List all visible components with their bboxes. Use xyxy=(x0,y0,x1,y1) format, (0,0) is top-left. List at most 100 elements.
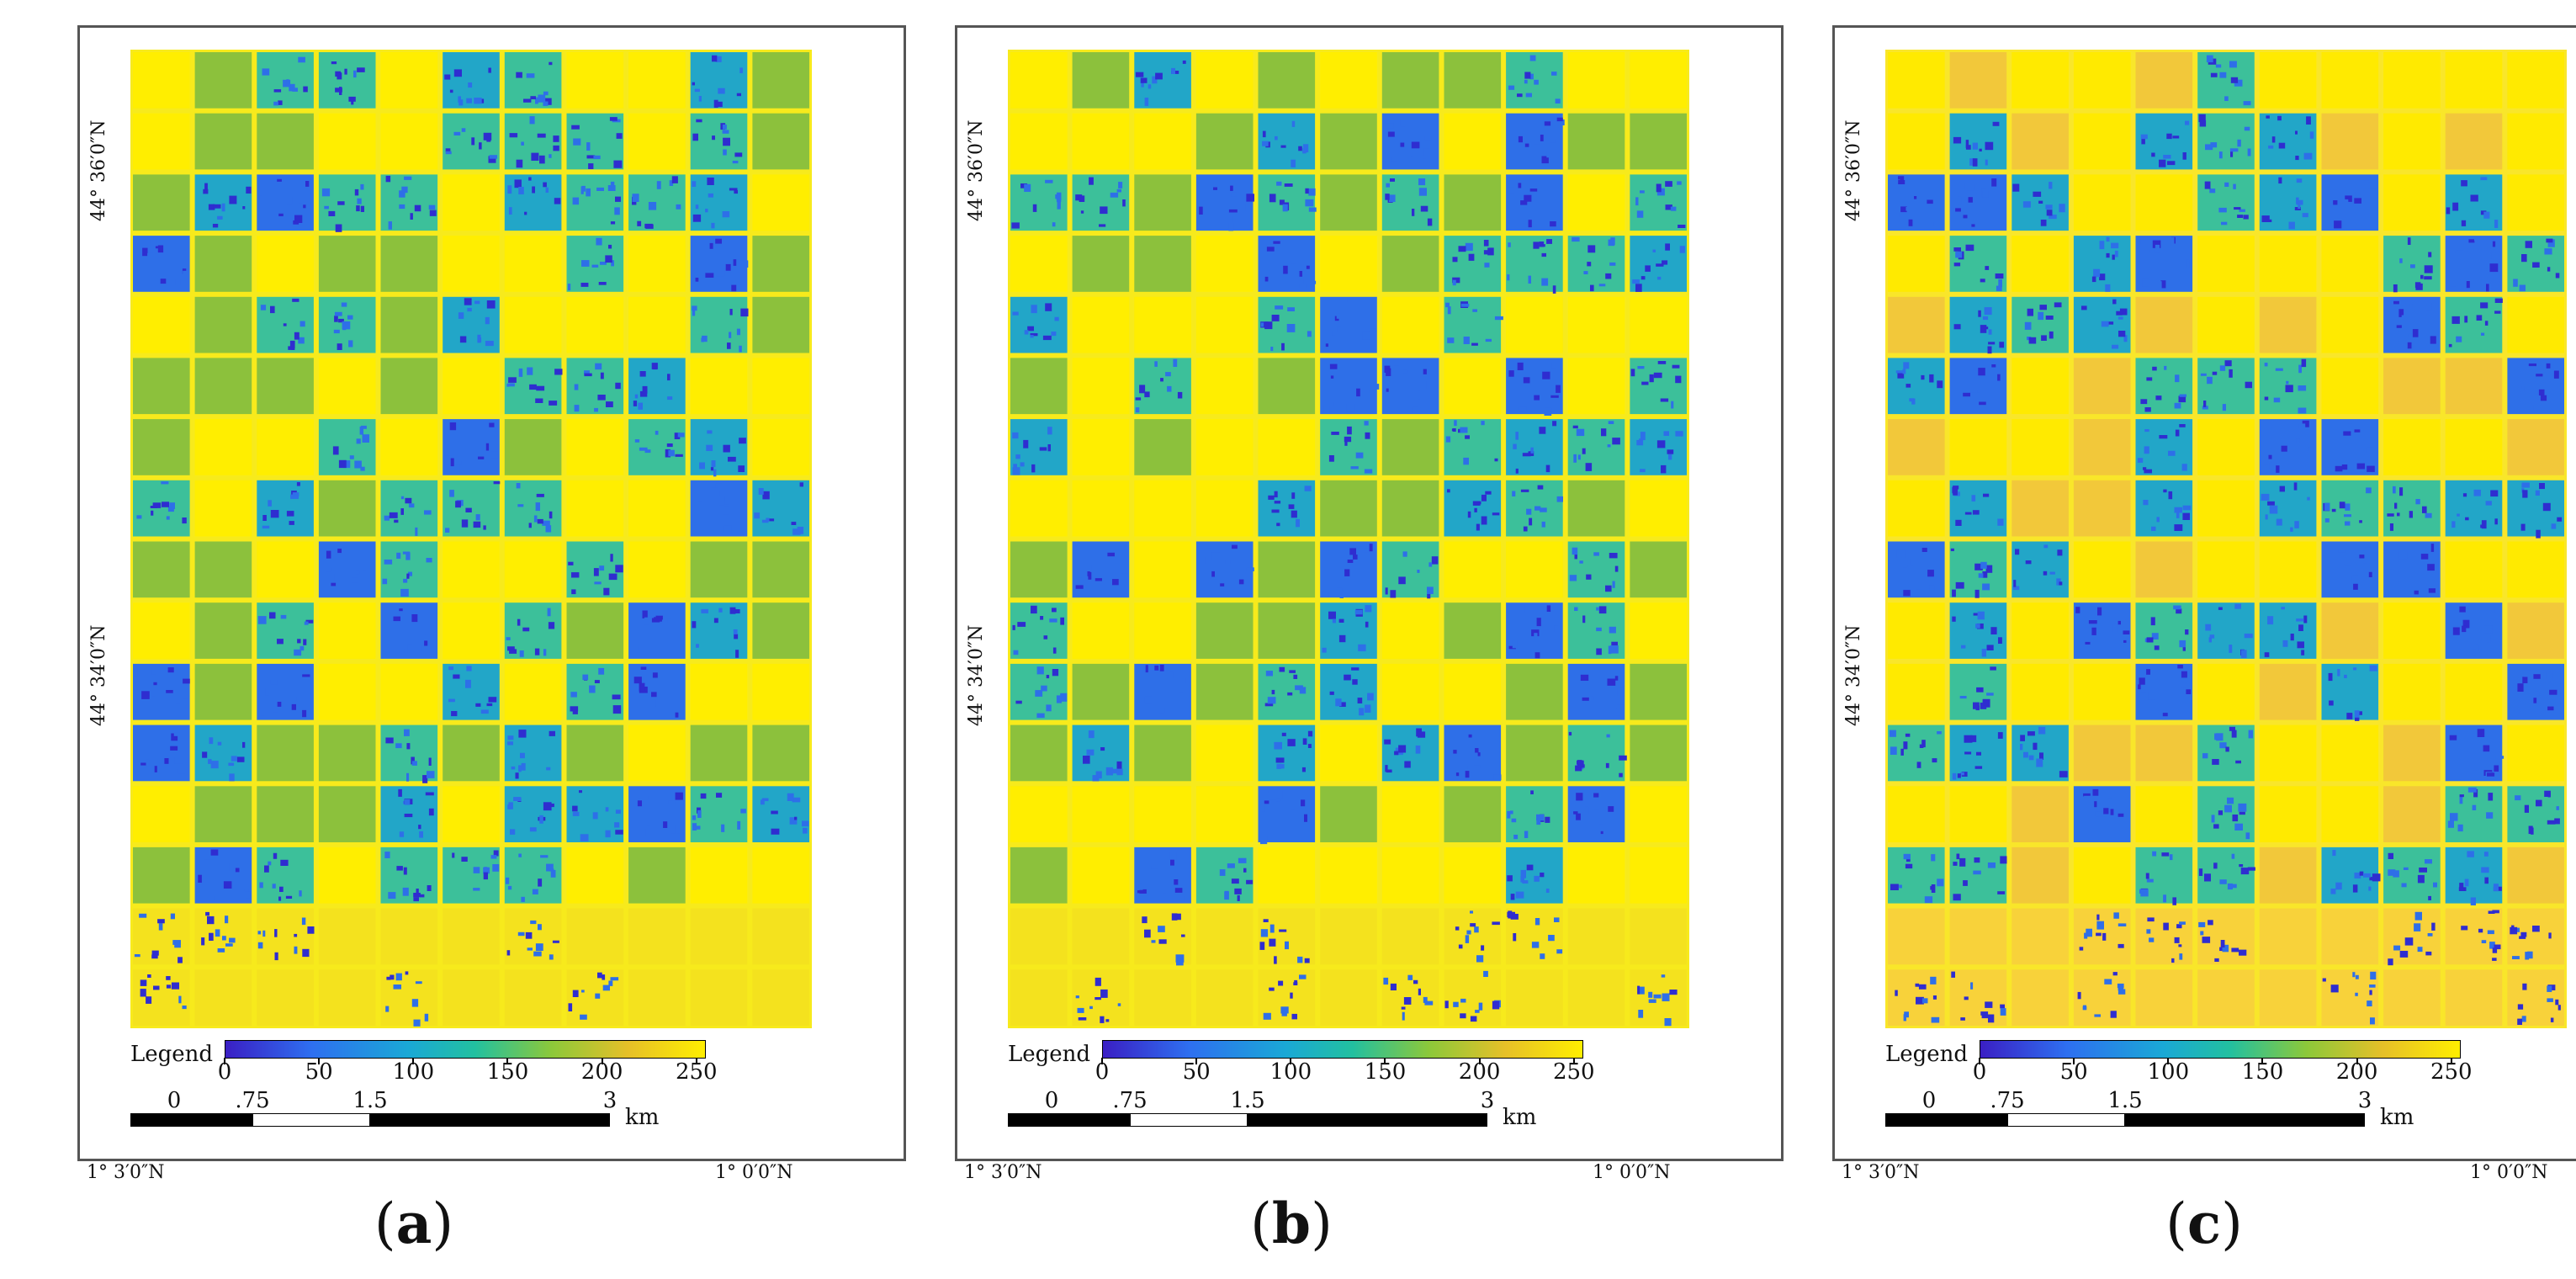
field-block xyxy=(2321,236,2379,292)
field-block xyxy=(628,969,686,1026)
pixel-speckle xyxy=(2027,308,2033,316)
field-block xyxy=(1444,358,1502,415)
pixel-speckle xyxy=(1493,774,1502,781)
scale-bar-segment xyxy=(130,1113,252,1127)
colorbar-tick-mark xyxy=(1290,1058,1292,1064)
pixel-speckle xyxy=(639,447,648,451)
field-block xyxy=(2383,908,2441,965)
pixel-speckle xyxy=(597,395,606,401)
pixel-speckle xyxy=(480,98,485,103)
field-block xyxy=(1320,236,1377,292)
pixel-speckle xyxy=(1953,263,1961,267)
pixel-speckle xyxy=(537,518,543,524)
pixel-speckle xyxy=(301,699,306,708)
pixel-speckle xyxy=(1960,1017,1965,1021)
pixel-speckle xyxy=(2465,517,2469,521)
pixel-speckle xyxy=(333,329,340,334)
pixel-speckle xyxy=(209,895,215,900)
pixel-speckle xyxy=(217,215,223,220)
field-block xyxy=(318,969,376,1026)
field-block xyxy=(1888,724,1945,782)
pixel-speckle xyxy=(740,260,749,268)
pixel-speckle xyxy=(2164,365,2167,370)
pixel-speckle xyxy=(396,866,403,871)
field-block xyxy=(2012,602,2069,659)
pixel-speckle xyxy=(2075,607,2080,613)
pixel-speckle xyxy=(2239,209,2245,212)
pixel-speckle xyxy=(1043,635,1048,640)
field-block xyxy=(2445,663,2503,720)
pixel-speckle xyxy=(705,273,714,278)
pixel-speckle xyxy=(2427,933,2433,937)
field-block xyxy=(2383,419,2441,475)
pixel-speckle xyxy=(675,792,683,800)
pixel-speckle xyxy=(140,762,146,766)
pixel-speckle xyxy=(2446,207,2451,215)
pixel-speckle xyxy=(490,451,499,459)
pixel-speckle xyxy=(1982,698,1990,708)
pixel-speckle xyxy=(2480,210,2487,215)
field-block xyxy=(1949,419,2007,475)
pixel-speckle xyxy=(1347,560,1354,563)
pixel-speckle xyxy=(2354,429,2361,433)
field-block xyxy=(1444,846,1502,904)
pixel-speckle xyxy=(2038,726,2046,735)
pixel-speckle xyxy=(771,810,778,815)
pixel-speckle xyxy=(2401,883,2407,888)
pixel-speckle xyxy=(1656,440,1666,448)
pixel-speckle xyxy=(407,645,412,650)
pixel-speckle xyxy=(2227,883,2233,890)
pixel-speckle xyxy=(1030,335,1034,338)
pixel-speckle xyxy=(1961,645,1966,649)
field-block xyxy=(1010,296,1068,353)
field-block xyxy=(628,602,686,659)
pixel-speckle xyxy=(429,210,437,216)
field-block xyxy=(2383,969,2441,1026)
pixel-speckle xyxy=(395,743,402,749)
pixel-speckle xyxy=(671,176,678,183)
pixel-speckle xyxy=(1445,302,1450,308)
pixel-speckle xyxy=(334,574,341,581)
pixel-speckle xyxy=(1518,135,1523,143)
field-block xyxy=(2197,663,2255,720)
field-block xyxy=(2197,541,2255,598)
field-block xyxy=(257,358,314,415)
field-block xyxy=(443,236,500,292)
field-block xyxy=(1258,724,1316,782)
pixel-speckle xyxy=(1990,627,1997,634)
pixel-speckle xyxy=(2059,581,2063,586)
colorbar-tick-mark xyxy=(695,1058,697,1064)
pixel-speckle xyxy=(2492,910,2499,914)
pixel-speckle xyxy=(1159,707,1165,714)
pixel-speckle xyxy=(151,666,156,675)
field-block xyxy=(1010,602,1068,659)
latitude-label: 44° 36′0″N xyxy=(966,119,987,221)
pixel-speckle xyxy=(416,889,419,897)
pixel-speckle xyxy=(521,141,524,146)
pixel-speckle xyxy=(1921,740,1926,748)
pixel-speckle xyxy=(2409,511,2413,518)
pixel-speckle xyxy=(1418,390,1421,400)
pixel-speckle xyxy=(2198,921,2206,927)
pixel-speckle xyxy=(595,363,602,370)
pixel-speckle xyxy=(2138,684,2142,690)
field-block xyxy=(133,52,190,109)
pixel-speckle xyxy=(1291,263,1297,268)
field-block xyxy=(2383,236,2441,292)
pixel-speckle xyxy=(140,989,146,997)
pixel-speckle xyxy=(1665,243,1670,251)
pixel-speckle xyxy=(1471,342,1478,346)
pixel-speckle xyxy=(1176,913,1181,921)
field-block xyxy=(318,602,376,659)
pixel-speckle xyxy=(2093,268,2101,278)
pixel-speckle xyxy=(1182,60,1186,64)
pixel-speckle xyxy=(1982,316,1989,321)
pixel-speckle xyxy=(2084,795,2092,802)
pixel-speckle xyxy=(2118,331,2126,337)
pixel-speckle xyxy=(2370,1017,2375,1025)
pixel-speckle xyxy=(530,96,536,99)
pixel-speckle xyxy=(1338,618,1344,623)
field-block xyxy=(1320,174,1377,231)
field-block xyxy=(1567,419,1625,475)
pixel-speckle xyxy=(1961,772,1968,777)
